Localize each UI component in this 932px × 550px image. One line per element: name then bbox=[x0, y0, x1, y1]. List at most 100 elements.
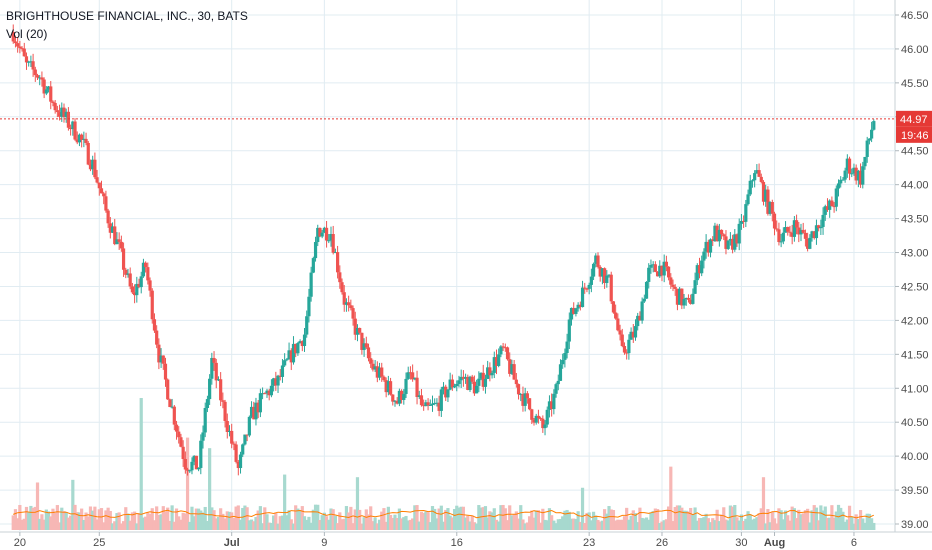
candle-body bbox=[252, 406, 256, 420]
volume-bar bbox=[150, 508, 154, 530]
candle-body bbox=[417, 395, 421, 398]
candle-body bbox=[298, 341, 302, 344]
volume-indicator-label[interactable]: Vol (20) bbox=[6, 27, 48, 41]
x-tick-label: Aug bbox=[764, 537, 785, 549]
volume-bar bbox=[347, 512, 351, 530]
price-axis[interactable]: 46.5046.0045.5045.0044.5044.0043.5043.00… bbox=[895, 10, 929, 531]
volume-bar bbox=[124, 507, 128, 530]
volume-bar bbox=[117, 512, 121, 530]
candle-body bbox=[629, 331, 633, 340]
candle-body bbox=[29, 61, 33, 63]
candle-body bbox=[561, 359, 565, 365]
candle-body bbox=[638, 315, 642, 321]
volume-bar bbox=[362, 517, 366, 530]
candle-body bbox=[347, 302, 351, 306]
candle-body bbox=[667, 266, 671, 278]
candle-body bbox=[236, 461, 240, 469]
volume-bar bbox=[836, 504, 841, 530]
volume-bar bbox=[772, 518, 777, 530]
candle-body bbox=[95, 177, 99, 183]
candle-body bbox=[362, 343, 366, 350]
candle-body bbox=[155, 330, 159, 345]
countdown-label: 19:46 bbox=[901, 130, 929, 142]
volume-bar bbox=[130, 512, 134, 530]
candle-body bbox=[556, 380, 560, 385]
volume-bar bbox=[183, 513, 187, 530]
volume-bar bbox=[724, 519, 728, 530]
candle-body bbox=[697, 265, 702, 274]
time-axis[interactable]: 20 25 Jul 9 16 23 26 30 Aug 6 bbox=[14, 532, 857, 549]
candle-body bbox=[642, 298, 646, 302]
volume-bar bbox=[644, 517, 649, 530]
candle-body bbox=[42, 79, 46, 94]
candle-body bbox=[753, 173, 757, 181]
volume-bar bbox=[439, 505, 443, 530]
candle-body bbox=[84, 138, 88, 143]
volume-bar bbox=[448, 515, 452, 530]
volume-bar bbox=[75, 512, 79, 530]
x-tick-label: 9 bbox=[321, 537, 327, 549]
volume-bar bbox=[168, 520, 172, 530]
volume-bar bbox=[437, 508, 441, 530]
candle-body bbox=[585, 288, 589, 290]
volume-bar bbox=[530, 510, 534, 530]
volume-bar bbox=[342, 518, 346, 530]
y-tick-label: 45.50 bbox=[901, 78, 929, 90]
candle-body bbox=[141, 262, 146, 277]
candle-body bbox=[481, 372, 485, 387]
volume-bar bbox=[322, 512, 326, 530]
volume-bar bbox=[779, 510, 783, 530]
candle-body bbox=[267, 390, 271, 396]
candle-body bbox=[620, 334, 624, 347]
candle-body bbox=[457, 380, 461, 384]
volume-bar bbox=[801, 513, 805, 530]
y-tick-label: 46.00 bbox=[901, 44, 929, 56]
candle-body bbox=[576, 304, 580, 309]
volume-bar bbox=[717, 521, 721, 530]
volume-bar bbox=[232, 518, 236, 530]
volume-bar bbox=[441, 521, 446, 530]
candle-body bbox=[221, 400, 225, 402]
volume-bar bbox=[629, 515, 633, 530]
candle-body bbox=[764, 189, 768, 202]
volume-bar bbox=[669, 466, 673, 530]
candle-body bbox=[119, 241, 123, 249]
volume-bar bbox=[86, 516, 90, 530]
candle-body bbox=[382, 376, 386, 381]
candle-body bbox=[675, 288, 680, 305]
candle-body bbox=[437, 402, 441, 411]
candle-body bbox=[766, 189, 770, 214]
volume-bar bbox=[135, 523, 139, 530]
volume-bar bbox=[179, 519, 183, 530]
volume-bar bbox=[673, 506, 677, 530]
volume-bar bbox=[285, 515, 289, 530]
candle-body bbox=[823, 206, 827, 215]
candle-body bbox=[247, 416, 251, 436]
candle-body bbox=[603, 268, 607, 284]
volume-bar bbox=[243, 505, 247, 530]
candle-body bbox=[530, 409, 534, 420]
volume-bar bbox=[249, 519, 254, 530]
volume-bar bbox=[490, 512, 494, 530]
volume-bar bbox=[797, 509, 801, 530]
volume-bar bbox=[336, 523, 340, 530]
candle-body bbox=[539, 418, 543, 420]
volume-bar bbox=[258, 506, 262, 530]
candle-body bbox=[662, 261, 666, 276]
volume-bar bbox=[814, 507, 819, 530]
candle-body bbox=[691, 293, 695, 304]
volume-bar bbox=[60, 507, 64, 530]
volume-bar bbox=[457, 507, 461, 530]
volume-bar bbox=[139, 398, 143, 530]
volume-bar bbox=[600, 520, 605, 530]
volume-bar bbox=[192, 516, 196, 530]
volume-bar bbox=[470, 515, 474, 530]
candle-body bbox=[713, 225, 717, 242]
candle-body bbox=[452, 386, 457, 388]
candle-body bbox=[717, 229, 721, 242]
volume-bar bbox=[653, 508, 657, 530]
candle-body bbox=[227, 430, 232, 432]
symbol-title[interactable]: BRIGHTHOUSE FINANCIAL, INC., 30, BATS bbox=[6, 9, 248, 23]
volume-bar bbox=[510, 515, 514, 530]
